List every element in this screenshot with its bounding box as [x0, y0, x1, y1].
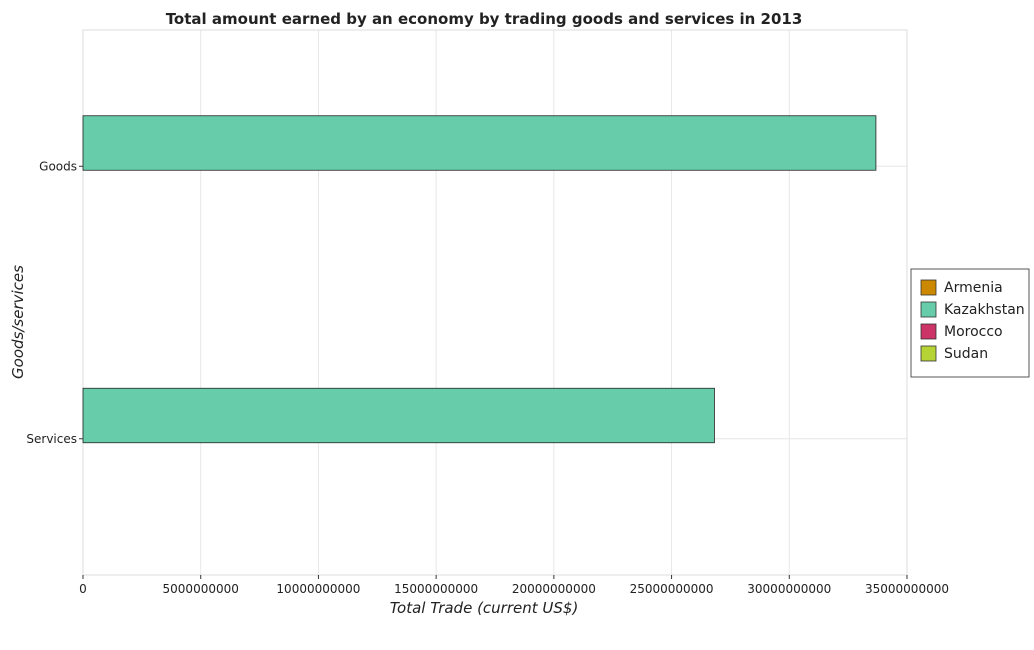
- x-axis-ticks: 0 5000000000 10000000000 15000000000 2000000…: [79, 575, 949, 596]
- legend-swatch-armenia: [920, 279, 937, 296]
- x-tick-label: 10000000000: [276, 582, 360, 596]
- bar-kazakhstan-services: [82, 387, 715, 444]
- plot-area: 0 5000000000 10000000000 15000000000 2000000…: [26, 29, 949, 596]
- legend-label-morocco: Morocco: [944, 324, 1003, 340]
- x-axis-label: Total Trade (current US$): [390, 599, 579, 617]
- x-tick-label: 15000000000: [394, 582, 478, 596]
- legend-label-kazakhstan: Kazakhstan: [944, 302, 1025, 318]
- legend-label-sudan: Sudan: [944, 346, 988, 362]
- y-tick-label: Services: [26, 432, 77, 446]
- grid-lines: [82, 30, 908, 575]
- legend-swatch-kazakhstan: [920, 301, 937, 318]
- bar-kazakhstan-goods: [82, 115, 877, 171]
- x-tick-label: 35000000000: [865, 582, 949, 596]
- chart-title: Total amount earned by an economy by tra…: [166, 10, 803, 28]
- x-tick-label: 25000000000: [630, 582, 714, 596]
- x-tick-label: 20000000000: [512, 582, 596, 596]
- legend: Armenia Kazakhstan Morocco Sudan: [910, 268, 1030, 378]
- bars: [82, 115, 877, 444]
- y-axis-ticks: Goods Services: [26, 159, 83, 446]
- x-tick-label: 5000000000: [163, 582, 239, 596]
- legend-swatch-morocco: [920, 323, 937, 340]
- x-tick-label: 0: [79, 582, 87, 596]
- plot-frame: [82, 29, 908, 576]
- legend-label-armenia: Armenia: [944, 280, 1003, 296]
- x-tick-label: 30000000000: [747, 582, 831, 596]
- y-axis-label: Goods/services: [9, 265, 27, 379]
- legend-swatch-sudan: [920, 345, 937, 362]
- y-tick-label: Goods: [39, 159, 77, 173]
